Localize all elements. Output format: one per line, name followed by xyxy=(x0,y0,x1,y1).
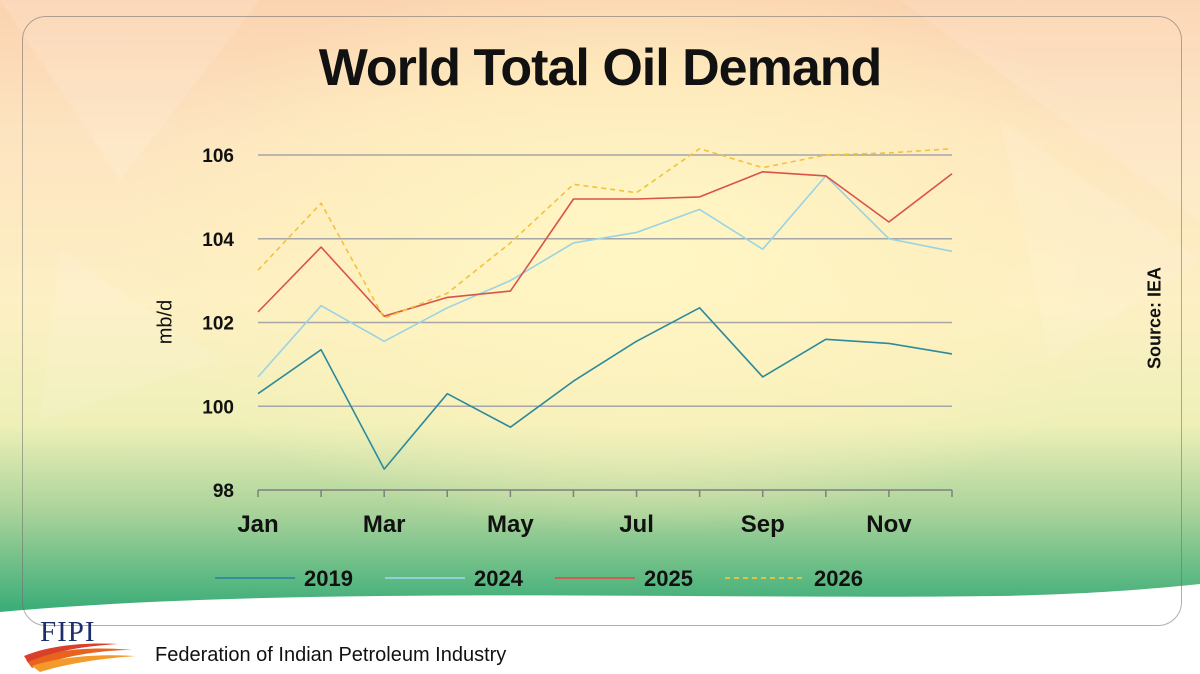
legend-item-2019: 2019 xyxy=(215,566,353,591)
y-tick-label: 98 xyxy=(213,481,234,502)
grid-layer xyxy=(258,154,952,407)
legend-item-2025: 2025 xyxy=(555,566,693,591)
series-line-2024 xyxy=(257,175,953,378)
series-layer xyxy=(257,147,953,470)
y-tick-label: 102 xyxy=(202,314,234,335)
series-line-2026 xyxy=(257,147,953,320)
fipi-logo: FIPI xyxy=(22,616,140,674)
legend-label: 2024 xyxy=(474,566,524,591)
series-line-2019 xyxy=(257,306,953,470)
series-line-2025 xyxy=(257,171,953,318)
flame-swoosh-icon xyxy=(24,643,136,672)
fipi-logo-text: FIPI xyxy=(40,616,96,648)
legend-layer: 2019 2024 2025 2026 xyxy=(215,566,863,591)
legend-item-2026: 2026 xyxy=(725,566,863,591)
y-tick-label: 106 xyxy=(202,146,234,167)
org-name: Federation of Indian Petroleum Industry xyxy=(155,644,507,666)
legend-label: 2019 xyxy=(304,566,353,591)
x-tick-label: Mar xyxy=(363,511,406,538)
x-tick-label: Sep xyxy=(741,511,785,538)
x-tick-label: May xyxy=(487,511,534,538)
x-tick-label: Jul xyxy=(619,511,654,538)
axis-layer: 98 100 102 104 106 Jan Mar May Jul Sep Nov xyxy=(202,146,953,538)
x-tick-label: Jan xyxy=(237,511,278,538)
y-tick-label: 100 xyxy=(202,397,234,418)
legend-item-2024: 2024 xyxy=(385,566,524,591)
x-tick-label: Nov xyxy=(866,511,912,538)
legend-label: 2026 xyxy=(814,566,863,591)
chart-title: World Total Oil Demand xyxy=(318,39,883,97)
y-tick-label: 104 xyxy=(202,230,234,251)
legend-label: 2025 xyxy=(644,566,693,591)
chart-frame xyxy=(22,16,1182,626)
